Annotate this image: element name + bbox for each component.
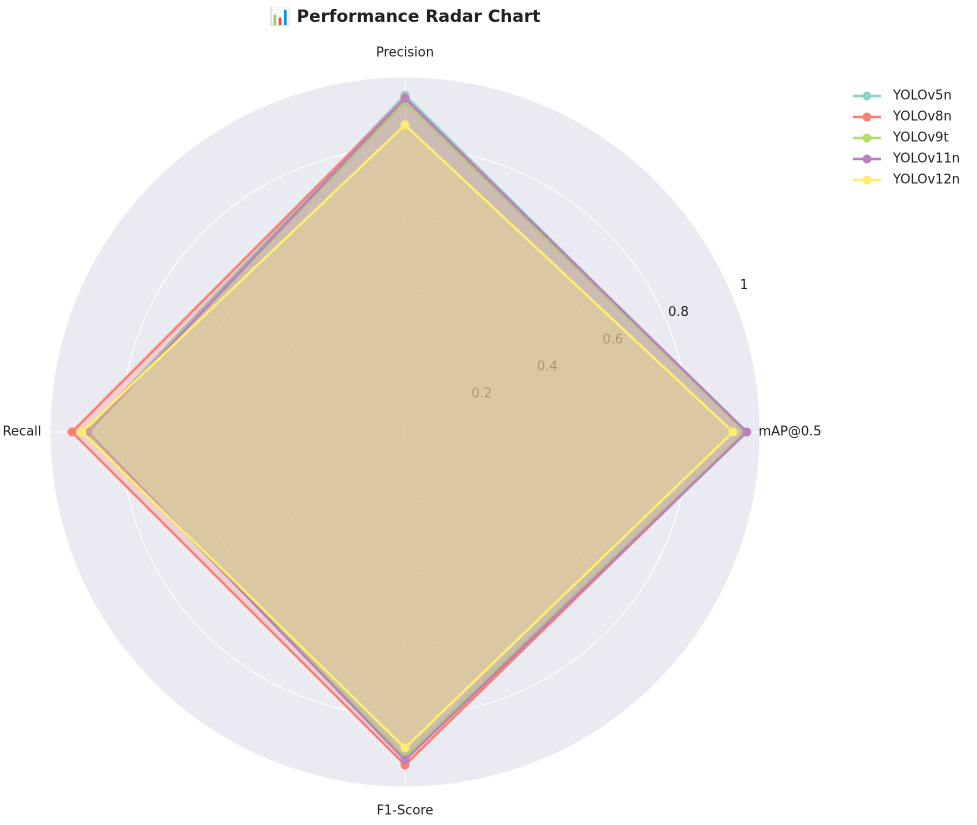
data-point bbox=[728, 427, 738, 437]
chart-title: 📊 Performance Radar Chart bbox=[270, 6, 541, 27]
legend-marker bbox=[862, 112, 872, 122]
legend-label: YOLOv12n bbox=[892, 173, 960, 188]
legend-label: YOLOv9t bbox=[892, 131, 949, 146]
data-point bbox=[400, 755, 410, 765]
data-point bbox=[67, 427, 77, 437]
legend-marker bbox=[862, 175, 872, 185]
data-point bbox=[742, 427, 752, 437]
r-tick-label: 0.6 bbox=[603, 332, 624, 347]
legend-label: YOLOv5n bbox=[892, 89, 952, 104]
category-label: Precision bbox=[376, 46, 434, 61]
category-label: F1-Score bbox=[377, 804, 434, 819]
data-point bbox=[77, 427, 87, 437]
legend-marker bbox=[862, 133, 872, 143]
category-label: Recall bbox=[3, 425, 42, 440]
r-tick-label: 0.2 bbox=[471, 387, 492, 402]
legend-marker bbox=[862, 154, 872, 164]
legend-label: YOLOv8n bbox=[892, 110, 952, 125]
r-tick-label: 1 bbox=[740, 278, 748, 293]
data-point bbox=[400, 93, 410, 103]
data-point bbox=[400, 120, 410, 130]
r-tick-label: 0.4 bbox=[537, 360, 558, 375]
data-point bbox=[400, 743, 410, 753]
legend-label: YOLOv11n bbox=[892, 152, 960, 167]
r-tick-label: 0.8 bbox=[668, 305, 689, 320]
category-label: mAP@0.5 bbox=[758, 425, 821, 440]
legend-marker bbox=[862, 91, 872, 101]
